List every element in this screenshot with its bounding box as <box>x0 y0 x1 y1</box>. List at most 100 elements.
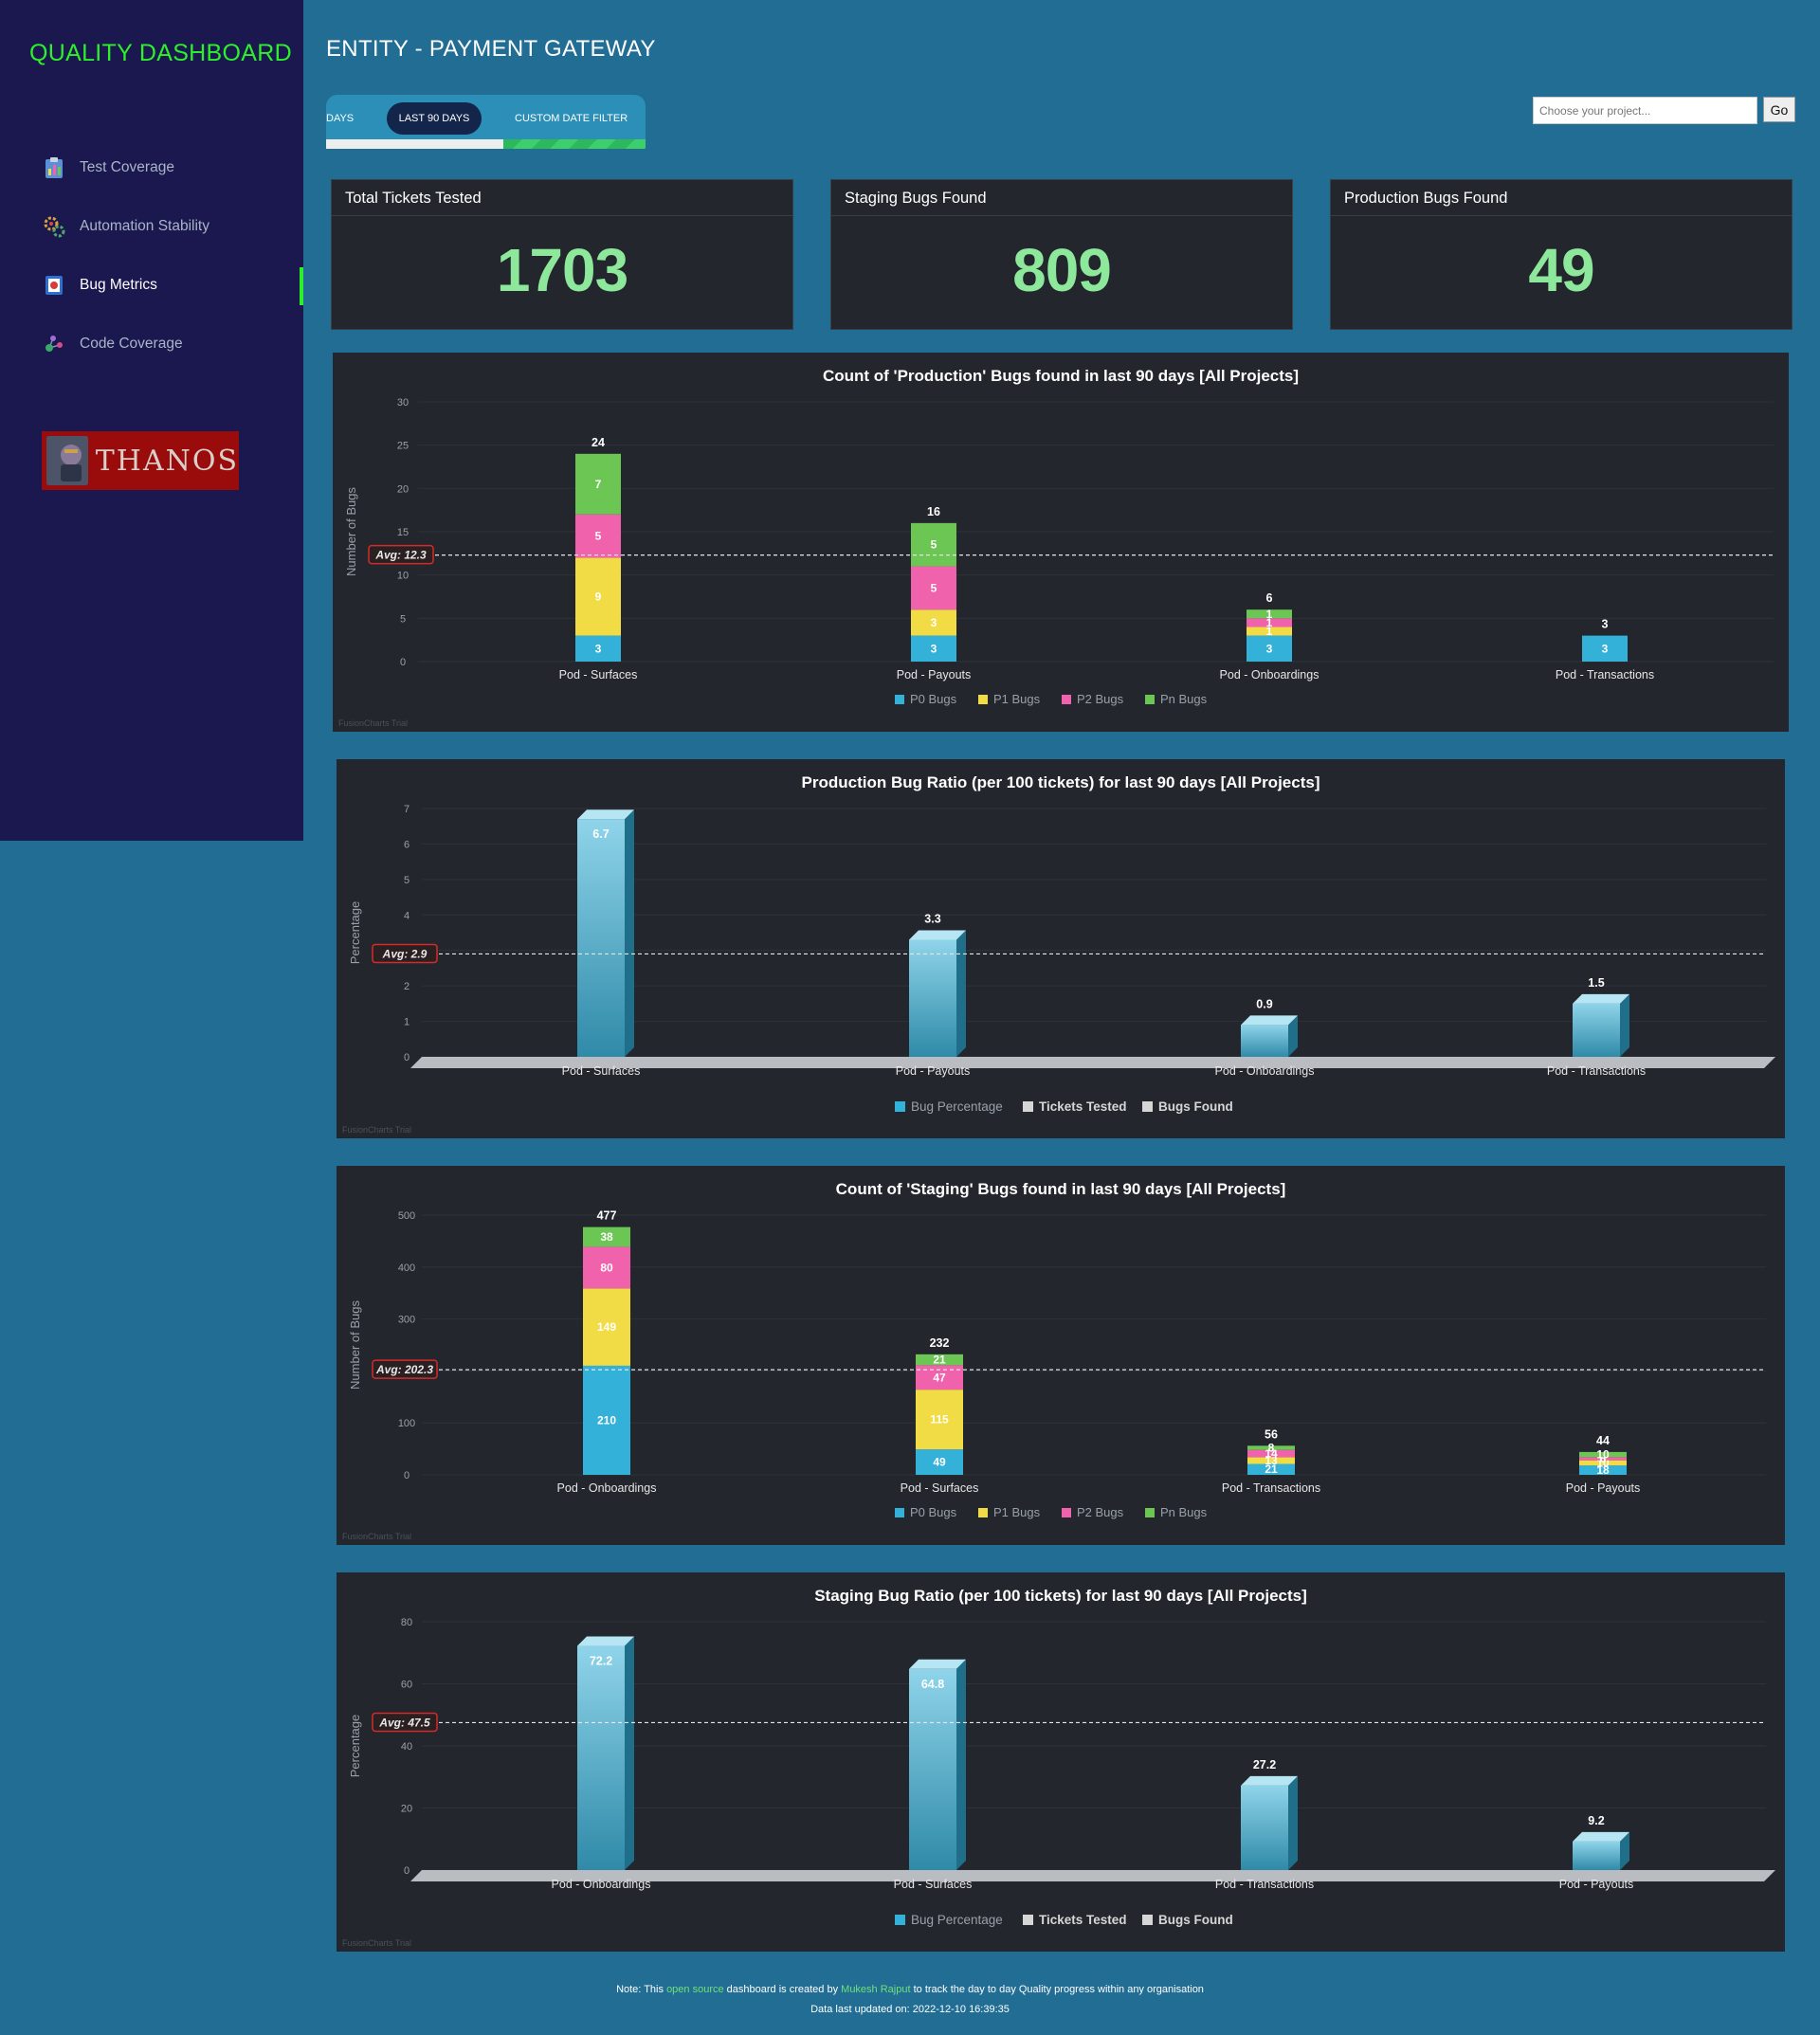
bar-segment <box>1247 635 1292 662</box>
data-label: 72.2 <box>590 1655 612 1668</box>
trial-watermark: FusionCharts Trial <box>338 718 408 728</box>
go-button[interactable]: Go <box>1763 97 1795 122</box>
legend-swatch <box>895 1101 905 1112</box>
data-label: 3 <box>931 642 937 655</box>
data-label: 9 <box>595 591 602 604</box>
tab-last-90-days[interactable]: LAST 90 DAYS <box>387 102 482 135</box>
data-label: 3 <box>1602 642 1609 655</box>
tab-custom-date-filter[interactable]: CUSTOM DATE FILTER <box>515 113 628 124</box>
trial-watermark: FusionCharts Trial <box>342 1125 411 1135</box>
y-tick-label: 300 <box>398 1315 415 1326</box>
data-label: 8 <box>1268 1442 1275 1455</box>
y-tick-label: 30 <box>397 397 409 409</box>
bar-segment <box>575 453 621 515</box>
bar-front <box>1573 1841 1620 1870</box>
data-label: 6 <box>1600 1452 1607 1465</box>
legend-swatch <box>1023 1101 1033 1112</box>
open-source-link[interactable]: open source <box>666 1984 724 1995</box>
sidebar-item-code-coverage[interactable]: Code Coverage <box>0 315 303 373</box>
legend-label: Bugs Found <box>1158 1099 1233 1114</box>
date-filter-tabs: DAYS LAST 90 DAYS CUSTOM DATE FILTER <box>326 95 646 149</box>
x-tick-label: Pod - Transactions <box>1547 1064 1646 1078</box>
x-tick-label: Pod - Surfaces <box>562 1064 641 1078</box>
kpi-value: 1703 <box>496 236 628 304</box>
bar-segment <box>583 1226 630 1247</box>
bar-side <box>1620 993 1629 1057</box>
molecule-icon <box>42 332 66 356</box>
data-label: 10 <box>1596 1448 1610 1462</box>
data-label: 3.3 <box>924 912 940 925</box>
thanos-logo[interactable]: THANOS <box>42 431 239 490</box>
sidebar-item-test-coverage[interactable]: Test Coverage <box>0 138 303 197</box>
logo-text: THANOS <box>95 444 239 478</box>
sidebar-item-bug-metrics[interactable]: Bug Metrics <box>0 256 303 315</box>
y-tick-label: 7 <box>404 804 410 815</box>
y-tick-label: 4 <box>404 910 410 921</box>
kpi-value: 809 <box>1012 236 1112 304</box>
bar-side <box>1288 1775 1298 1870</box>
y-tick-label: 80 <box>401 1617 412 1628</box>
y-tick-label: 0 <box>404 1865 410 1877</box>
y-tick-label: 60 <box>401 1680 412 1691</box>
trial-watermark: FusionCharts Trial <box>342 1938 411 1948</box>
bar-segment <box>916 1354 963 1366</box>
bar-top <box>577 809 634 820</box>
x-tick-label: Pod - Onboardings <box>552 1878 651 1891</box>
bar-segment <box>575 514 621 558</box>
legend-swatch <box>1145 1508 1155 1517</box>
bar-top <box>1573 1831 1629 1842</box>
author-link[interactable]: Mukesh Rajput <box>841 1984 911 1995</box>
data-label: 18 <box>1596 1463 1610 1477</box>
x-tick-label: Pod - Surfaces <box>559 668 638 681</box>
total-label: 6 <box>1266 591 1273 605</box>
legend-swatch <box>1023 1915 1033 1925</box>
y-tick-label: 100 <box>398 1418 415 1429</box>
x-tick-label: Pod - Transactions <box>1215 1878 1314 1891</box>
kpi-card-total-tickets: Total Tickets Tested 1703 <box>331 179 793 330</box>
data-label: 210 <box>597 1413 616 1426</box>
data-label: 13 <box>1265 1454 1278 1467</box>
y-tick-label: 10 <box>397 571 409 582</box>
x-tick-label: Pod - Surfaces <box>901 1481 979 1495</box>
project-search-input[interactable] <box>1533 97 1757 124</box>
y-tick-label: 0 <box>404 1052 410 1063</box>
brand-title[interactable]: QUALITY DASHBOARD <box>29 40 292 66</box>
y-tick-label: 20 <box>397 483 409 495</box>
legend-swatch <box>895 1915 905 1925</box>
y-tick-label: 2 <box>404 981 410 992</box>
data-label: 0.9 <box>1256 997 1272 1010</box>
sidebar-nav: Test Coverage Automation Stability Bug M… <box>0 138 303 373</box>
data-label: 64.8 <box>921 1678 944 1691</box>
avg-label-box <box>372 1359 438 1379</box>
sidebar: QUALITY DASHBOARD Test Coverage Automati… <box>0 0 303 841</box>
data-label: 149 <box>597 1320 616 1334</box>
y-tick-label: 6 <box>404 839 410 850</box>
tab-days[interactable]: DAYS <box>326 113 355 124</box>
bar-segment <box>1579 1465 1627 1475</box>
bar-top <box>1241 1775 1298 1786</box>
avg-label: Avg: 12.3 <box>374 549 427 562</box>
bar-segment <box>911 609 956 636</box>
data-label: 9.2 <box>1588 1814 1604 1827</box>
legend-swatch <box>1145 695 1155 704</box>
gears-icon <box>42 214 66 239</box>
bar-front <box>1241 1785 1288 1870</box>
kpi-title: Staging Bugs Found <box>831 180 1292 216</box>
legend-swatch <box>978 1508 988 1517</box>
data-label: 47 <box>933 1371 946 1384</box>
bar-front <box>909 939 956 1057</box>
legend-swatch <box>895 1508 904 1517</box>
bar-segment <box>1579 1451 1627 1458</box>
x-tick-label: Pod - Transactions <box>1556 668 1654 681</box>
bar-segment <box>911 566 956 610</box>
footer-note-prefix: Note: This <box>616 1984 664 1995</box>
legend-swatch <box>1142 1101 1153 1112</box>
x-tick-label: Pod - Transactions <box>1222 1481 1320 1495</box>
kpi-card-production-bugs: Production Bugs Found 49 <box>1330 179 1793 330</box>
bar-segment <box>916 1449 963 1475</box>
kpi-title: Production Bugs Found <box>1331 180 1792 216</box>
kpi-card-staging-bugs: Staging Bugs Found 809 <box>830 179 1293 330</box>
data-label: 38 <box>600 1230 613 1244</box>
avg-label-box <box>368 544 434 565</box>
sidebar-item-automation-stability[interactable]: Automation Stability <box>0 197 303 256</box>
